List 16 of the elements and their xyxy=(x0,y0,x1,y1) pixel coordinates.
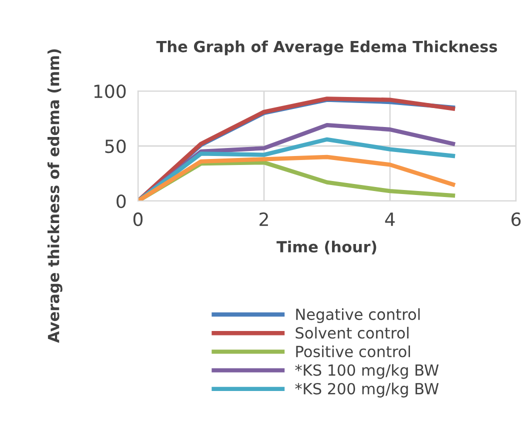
legend-label: Positive control xyxy=(296,345,410,358)
x-tick-label: 0 xyxy=(133,212,143,226)
x-tick-label: 4 xyxy=(385,212,395,226)
line-series xyxy=(138,137,456,201)
legend-label: Negative control xyxy=(296,308,420,324)
legend-label: Solvent control xyxy=(296,326,408,339)
x-axis-title: Time (hour) xyxy=(276,240,376,254)
chart-title: The Graph of Average Edema Thickness xyxy=(156,40,498,56)
y-tick-label: 0 xyxy=(116,194,126,208)
y-axis-title: Average thickness of edema (mm) xyxy=(47,49,62,343)
legend-label: *KS 200 mg/kg BW xyxy=(295,382,439,398)
y-tick-label: 100 xyxy=(94,84,126,98)
x-tick-label: 6 xyxy=(512,212,521,226)
y-tick-label: 50 xyxy=(105,139,126,154)
legend-label: *KS 100 mg/kg BW xyxy=(295,364,439,379)
x-tick-label: 2 xyxy=(260,212,268,226)
